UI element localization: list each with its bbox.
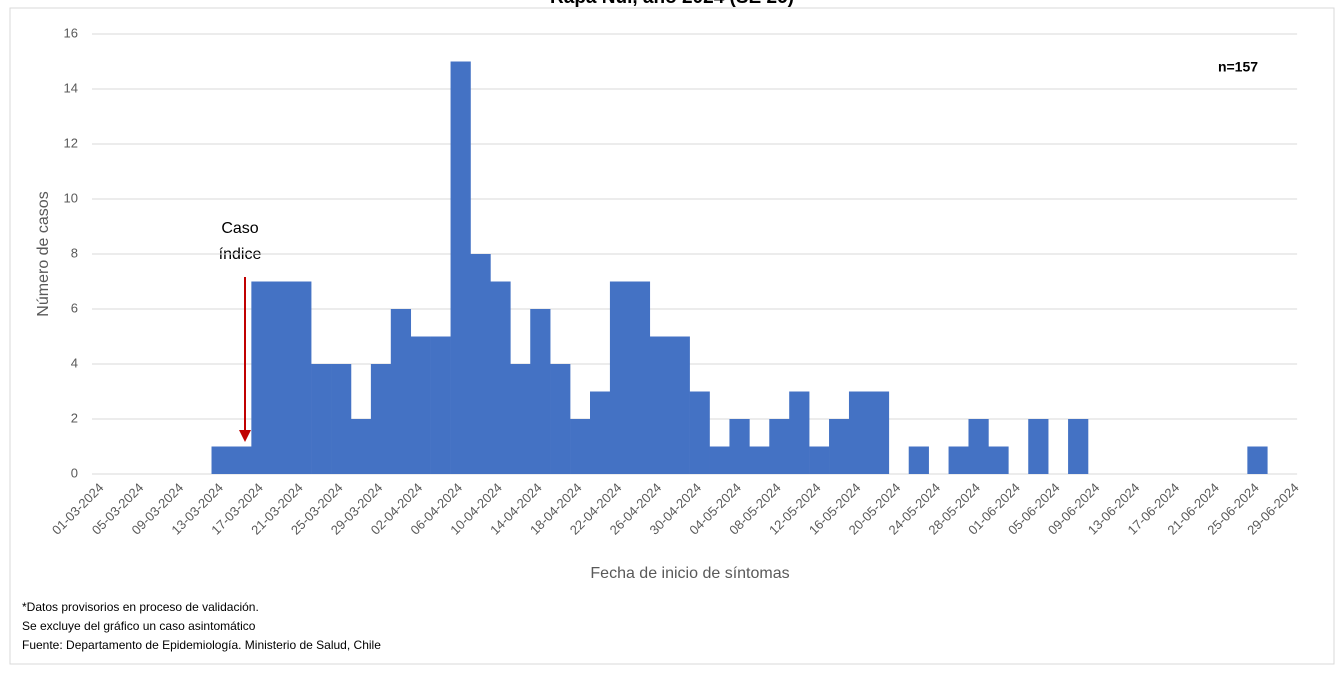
bar xyxy=(789,391,810,474)
bar xyxy=(988,446,1009,474)
y-tick-label: 2 xyxy=(71,410,78,425)
bar xyxy=(609,281,631,474)
bar xyxy=(948,446,969,474)
bar xyxy=(689,391,710,474)
bar xyxy=(251,281,272,474)
footnote: Fuente: Departamento de Epidemiología. M… xyxy=(22,638,381,652)
bar xyxy=(1068,419,1089,474)
bar xyxy=(829,419,850,474)
x-axis-title: Fecha de inicio de síntomas xyxy=(590,565,789,582)
y-tick-label: 0 xyxy=(71,465,78,480)
bar xyxy=(550,364,571,474)
bar xyxy=(530,309,551,474)
bar xyxy=(430,336,451,474)
bar xyxy=(868,391,890,474)
y-tick-label: 16 xyxy=(64,25,78,40)
y-tick-label: 14 xyxy=(64,80,78,95)
bar xyxy=(749,446,770,474)
y-tick-label: 10 xyxy=(64,190,78,205)
y-tick-label: 6 xyxy=(71,300,78,315)
bar xyxy=(908,446,929,474)
chart-title: Rapa Nui, año 2024 (SE 26) xyxy=(550,0,794,8)
bar xyxy=(490,281,511,474)
bar xyxy=(809,446,830,474)
bar xyxy=(271,281,292,474)
y-axis-title: Número de casos xyxy=(35,191,52,316)
bar xyxy=(629,281,651,474)
bar xyxy=(370,364,392,474)
bar xyxy=(968,419,989,474)
annotation-arrowhead xyxy=(239,430,251,442)
y-tick-label: 4 xyxy=(71,355,78,370)
bar xyxy=(1028,419,1049,474)
bar xyxy=(1247,446,1268,474)
bar xyxy=(709,446,730,474)
bar xyxy=(510,364,531,474)
bar xyxy=(291,281,312,474)
bar xyxy=(410,336,431,474)
y-tick-label: 8 xyxy=(71,245,78,260)
footnote: Se excluye del gráfico un caso asintomát… xyxy=(22,619,256,633)
bar xyxy=(669,336,690,474)
bar xyxy=(450,61,471,474)
chart-frame xyxy=(9,7,1335,665)
bar xyxy=(470,254,491,474)
annotation: índice xyxy=(219,246,262,263)
annotation: n=157 xyxy=(1218,59,1258,75)
bar xyxy=(390,309,412,474)
bar xyxy=(331,364,352,474)
y-tick-label: 12 xyxy=(64,135,78,150)
bar xyxy=(848,391,870,474)
bar xyxy=(649,336,670,474)
bar xyxy=(729,419,750,474)
bar xyxy=(570,419,591,474)
bar xyxy=(590,391,611,474)
bar xyxy=(211,446,232,474)
bar xyxy=(231,446,252,474)
footnote: *Datos provisorios en proceso de validac… xyxy=(22,600,259,614)
bar xyxy=(350,419,372,474)
annotation: Caso xyxy=(221,220,258,237)
bar xyxy=(769,419,790,474)
bar xyxy=(311,364,332,474)
